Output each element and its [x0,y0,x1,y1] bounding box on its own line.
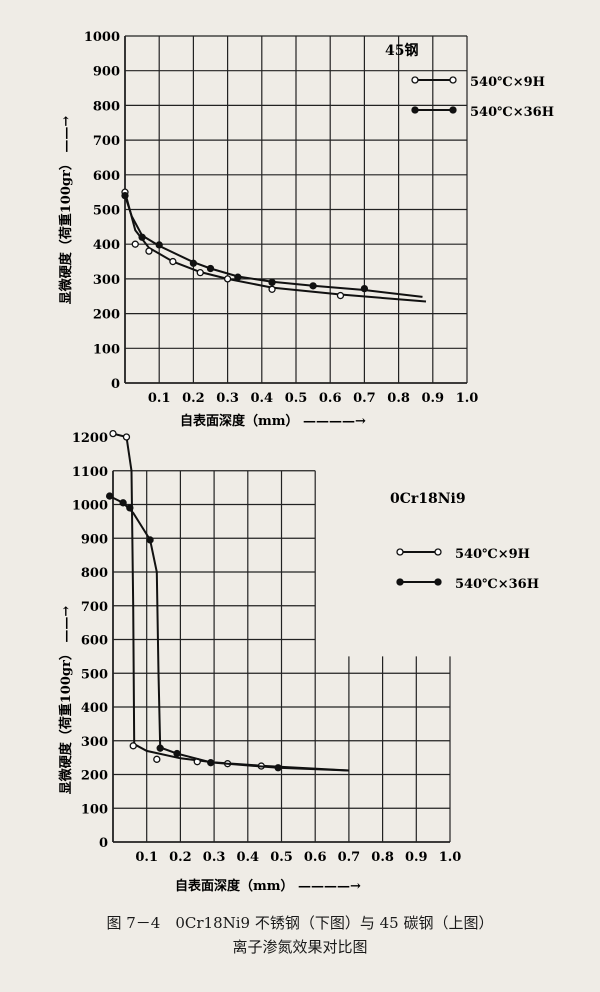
x-tick-label: 0.9 [405,850,428,865]
y-tick-label: 1200 [72,431,108,446]
chart-1: 0 100 200 300 400 500 600 700 800 900 1000 1100 1200… [58,429,539,894]
series-line-0 [124,191,427,303]
y-tick-label: 200 [81,769,108,784]
legend-marker [434,548,442,556]
data-point [268,285,276,293]
data-point [138,233,146,241]
legend-marker [411,76,419,84]
x-axis-label: 自表面深度（mm） ————→ [175,878,361,894]
y-tick-label: 800 [81,566,108,581]
data-point [274,764,282,772]
x-tick-label: 0.1 [148,391,171,406]
y-axis-label: 显微硬度（荷重100gr） ——→ [58,116,74,305]
data-point [146,536,154,544]
x-tick-label: 0.4 [236,850,259,865]
x-tick-label: 0.8 [371,850,394,865]
x-tick-label: 0.5 [270,850,293,865]
y-tick-label: 700 [93,134,120,149]
data-point [223,275,232,283]
x-tick-label: 0.6 [304,850,327,865]
caption-line-2: 离子渗氮效果对比图 [232,938,368,956]
legend-marker [396,548,404,556]
y-tick-label: 700 [81,600,108,615]
x-tick-label: 0.4 [250,391,273,406]
legend-marker [434,578,442,586]
data-point [156,744,164,752]
data-point [153,755,161,763]
y-tick-label: 900 [81,532,108,547]
data-point [121,191,129,200]
series-line-0 [112,432,349,772]
data-point [169,257,177,266]
x-tick-label: 0.3 [203,850,226,865]
data-point [309,282,317,290]
data-point [131,240,139,248]
chart-0: 0 100 200 300 400 500 600 700 800 900 1000 0.1 0.2 0.… [58,30,554,429]
x-axis-label: 自表面深度（mm） ————→ [180,413,366,429]
data-point [196,269,204,277]
legend-label: 540℃×9H [470,75,545,90]
x-tick-label: 1.0 [456,391,479,406]
data-point [206,264,215,273]
chart-title: 0Cr18Ni9 [390,491,466,507]
legend-marker [411,106,419,114]
data-point [109,429,117,438]
y-tick-label: 500 [81,667,108,682]
x-tick-label: 0.5 [285,391,308,406]
x-tick-label: 0.2 [169,850,192,865]
y-tick-label: 400 [93,238,120,253]
x-tick-label: 0.8 [387,391,410,406]
x-tick-label: 0.6 [319,391,342,406]
data-point [360,284,369,293]
data-point [268,278,276,287]
x-tick-label: 0.7 [338,850,361,865]
legend-label: 540℃×9H [455,547,530,562]
data-point [129,742,137,750]
y-tick-label: 100 [81,802,108,817]
x-tick-label: 0.1 [135,850,158,865]
data-point [119,499,127,507]
y-tick-label: 400 [81,701,108,716]
y-tick-label: 800 [93,99,120,114]
legend-marker [396,578,404,586]
y-tick-label: 600 [81,634,108,649]
y-tick-label: 300 [93,273,120,288]
data-point [207,759,215,767]
caption-line-1: 图 7－4 0Cr18Ni9 不锈钢（下图）与 45 碳钢（上图） [106,914,494,932]
data-point [155,241,163,249]
y-tick-label: 1000 [84,30,120,45]
data-point [234,273,242,281]
y-tick-label: 1100 [72,465,108,480]
data-point [173,749,181,758]
x-tick-label: 0.2 [182,391,205,406]
y-tick-label: 300 [81,735,108,750]
x-tick-label: 0.9 [421,391,444,406]
y-tick-label: 100 [93,342,120,357]
x-tick-label: 1.0 [439,850,462,865]
y-tick-label: 600 [93,169,120,184]
y-axis-label: 显微硬度（荷重100gr） ——→ [58,606,74,795]
x-tick-label: 0.3 [216,391,239,406]
y-tick-label: 500 [93,204,120,219]
data-point [336,291,345,300]
data-point [122,433,131,441]
y-tick-label: 900 [93,65,120,80]
legend-label: 540℃×36H [455,577,539,592]
series-line-1 [109,495,349,772]
legend-marker [449,106,457,114]
y-tick-label: 0 [111,377,120,392]
legend-marker [449,76,457,84]
data-point [105,492,114,500]
y-tick-label: 200 [93,308,120,323]
data-point [126,504,134,512]
y-tick-label: 1000 [72,499,108,514]
data-point [189,259,198,267]
data-point [145,247,153,255]
legend-label: 540℃×36H [470,105,554,120]
chart-title: 45钢 [385,42,418,59]
x-tick-label: 0.7 [353,391,376,406]
y-tick-label: 0 [99,836,108,851]
